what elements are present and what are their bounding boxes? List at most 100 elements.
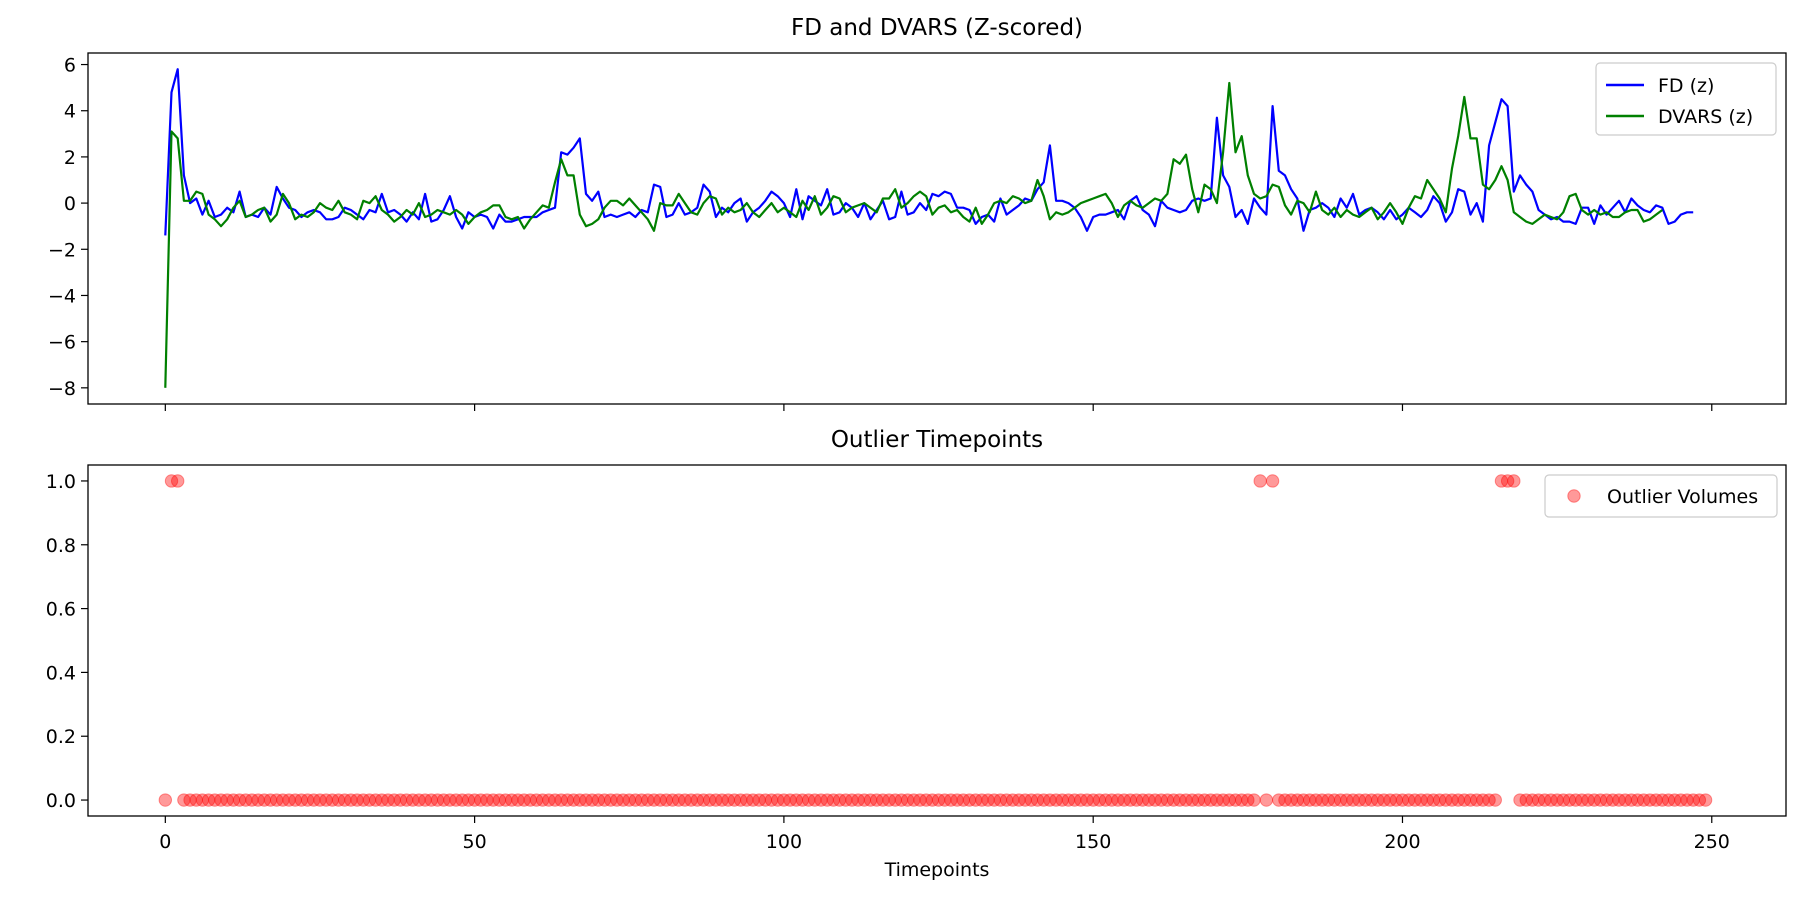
legend: FD (z) DVARS (z) xyxy=(1595,62,1777,136)
scatter-point xyxy=(832,793,847,807)
scatter-point xyxy=(467,793,482,807)
scatter-point xyxy=(1191,793,1206,807)
scatter-point xyxy=(276,793,290,807)
scatter-point xyxy=(1278,793,1292,807)
scatter-point xyxy=(1655,793,1669,807)
scatter-point xyxy=(808,793,822,807)
scatter-point xyxy=(1500,474,1515,488)
scatter-point xyxy=(492,793,507,807)
scatter-point xyxy=(1049,793,1063,807)
scatter-point xyxy=(1575,793,1589,807)
scatter-point xyxy=(164,474,179,488)
scatter-point xyxy=(1173,793,1187,807)
scatter-point xyxy=(1024,793,1039,807)
scatter-point xyxy=(696,793,711,807)
x-tick-label: 0 xyxy=(159,831,171,853)
scatter-point xyxy=(288,793,302,807)
scatter-point xyxy=(461,793,476,807)
scatter-point xyxy=(1470,793,1484,807)
scatter-point xyxy=(573,793,587,807)
scatter-point xyxy=(672,793,686,807)
scatter-point xyxy=(1420,793,1434,807)
scatter-point xyxy=(1228,793,1243,807)
scatter-point xyxy=(1148,793,1162,807)
scatter-point xyxy=(1241,793,1255,807)
scatter-point xyxy=(1105,793,1119,807)
scatter-point xyxy=(183,793,197,807)
legend-box xyxy=(1544,474,1778,518)
x-tick-label: 200 xyxy=(1384,831,1420,853)
y-tick-label: 0.4 xyxy=(46,662,76,684)
scatter-point xyxy=(1358,793,1373,807)
scatter-point xyxy=(1414,793,1428,807)
scatter-point xyxy=(1284,793,1298,807)
scatter-point xyxy=(876,793,890,807)
scatter-point xyxy=(1451,793,1465,807)
panel-2: Outlier Timepoints 0.0 0.2 0.4 0.6 0.8 1.0 0 50 1… xyxy=(46,427,1787,881)
scatter-point xyxy=(486,793,500,807)
scatter-point xyxy=(1587,793,1601,807)
scatter-point xyxy=(1247,793,1261,807)
scatter-point xyxy=(424,793,439,807)
series-line-2 xyxy=(164,81,1663,388)
scatter-point xyxy=(1494,474,1509,488)
legend-label: Outlier Volumes xyxy=(1607,486,1758,508)
scatter-point xyxy=(1185,793,1199,807)
scatter-point xyxy=(1154,793,1168,807)
scatter-point xyxy=(195,793,210,807)
scatter-point xyxy=(628,793,643,807)
scatter-point xyxy=(1698,793,1713,807)
scatter-point xyxy=(226,793,241,807)
scatter-point xyxy=(1513,793,1527,807)
scatter-point xyxy=(189,793,203,807)
scatter-point xyxy=(1210,793,1224,807)
scatter-point xyxy=(913,793,927,807)
scatter-point xyxy=(950,793,964,807)
scatter-point xyxy=(1432,793,1447,807)
y-tick-label: 0.6 xyxy=(46,599,76,621)
scatter-point xyxy=(1111,793,1125,807)
legend-label: DVARS (z) xyxy=(1658,106,1753,128)
scatter-point xyxy=(1377,793,1391,807)
scatter-point xyxy=(1383,793,1397,807)
scatter-point xyxy=(1507,474,1521,488)
scatter-point xyxy=(220,793,234,807)
scatter-point xyxy=(981,793,995,807)
scatter-point xyxy=(1074,793,1088,807)
scatter-point xyxy=(1439,793,1453,807)
scatter-point xyxy=(1321,793,1335,807)
scatter-point xyxy=(1346,793,1360,807)
scatter-point xyxy=(1476,793,1490,807)
scatter-point xyxy=(1043,793,1057,807)
scatter-point xyxy=(1364,793,1379,807)
scatter-point xyxy=(826,793,841,807)
scatter-point xyxy=(771,793,785,807)
scatter-point xyxy=(1612,793,1626,807)
scatter-point xyxy=(158,793,173,807)
scatter-point xyxy=(1006,793,1020,807)
scatter-point xyxy=(1661,793,1676,807)
scatter-point xyxy=(1098,793,1113,807)
scatter-point xyxy=(381,793,395,807)
scatter-point xyxy=(975,793,989,807)
scatter-point xyxy=(1216,793,1230,807)
scatter-point xyxy=(443,793,457,807)
scatter-point xyxy=(1272,793,1286,807)
scatter-point xyxy=(783,793,797,807)
scatter-point xyxy=(659,793,674,807)
scatter-point xyxy=(1030,793,1045,807)
scatter-point xyxy=(1593,793,1608,807)
scatter-point xyxy=(560,793,575,807)
scatter-point xyxy=(962,793,977,807)
scatter-point xyxy=(480,793,494,807)
scatter-point xyxy=(1568,793,1583,807)
x-tick-label: 250 xyxy=(1694,831,1730,853)
scatter-point xyxy=(214,793,228,807)
scatter-point xyxy=(702,793,717,807)
y-tick-label: 0.0 xyxy=(46,790,76,812)
scatter-point xyxy=(1340,793,1354,807)
scatter-point xyxy=(1482,793,1496,807)
scatter-point xyxy=(999,793,1014,807)
scatter-point xyxy=(418,793,432,807)
